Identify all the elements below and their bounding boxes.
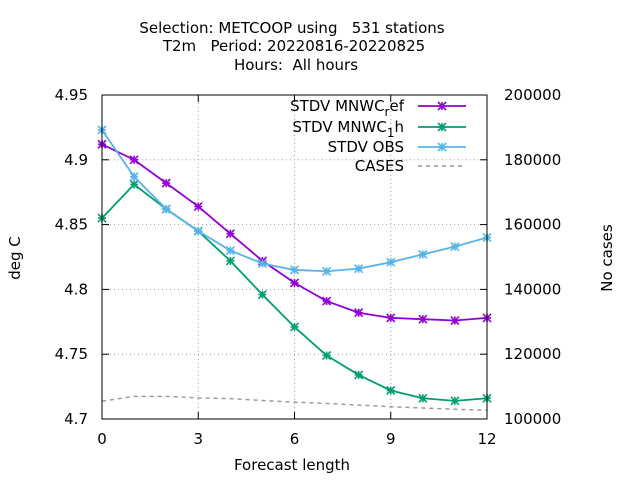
legend-label: STDV MNWCref <box>290 97 405 119</box>
data-point <box>289 265 300 275</box>
series-line <box>101 395 488 412</box>
y-axis-label: deg C <box>6 236 24 280</box>
y-tick-label: 4.7 <box>64 410 88 428</box>
data-point <box>225 245 235 256</box>
data-point <box>418 249 428 259</box>
y2-tick-label: 180000 <box>504 151 561 169</box>
data-point <box>386 257 396 267</box>
data-point <box>289 322 300 332</box>
legend-marker <box>437 122 447 132</box>
y2-tick-label: 120000 <box>504 345 561 363</box>
y2-axis-label: No cases <box>598 224 616 292</box>
y2-tick-label: 100000 <box>504 410 561 428</box>
data-point <box>322 266 332 276</box>
data-point <box>322 350 332 361</box>
data-point <box>386 385 396 396</box>
y-tick-label: 4.75 <box>55 345 88 363</box>
data-point <box>418 314 428 324</box>
legend-marker <box>437 101 447 111</box>
data-point <box>257 258 267 269</box>
data-point <box>129 155 139 165</box>
chart-title-line-3: Hours: All hours <box>234 56 358 74</box>
y2-tick-label: 140000 <box>504 280 561 298</box>
x-tick-label: 3 <box>193 430 203 448</box>
y2-tick-label: 200000 <box>504 86 561 104</box>
x-tick-label: 12 <box>477 430 496 448</box>
data-point <box>418 393 428 403</box>
plot-frame <box>101 94 488 420</box>
chart-title-line-2: T2m Period: 20220816-20220825 <box>162 37 425 55</box>
data-point <box>225 229 235 239</box>
x-tick-label: 0 <box>97 430 107 448</box>
x-tick-label: 6 <box>290 430 300 448</box>
data-point <box>161 178 171 188</box>
data-point <box>225 256 235 266</box>
legend-label: STDV OBS <box>328 138 404 156</box>
series-layer <box>97 125 492 412</box>
y-tick-label: 4.85 <box>55 216 88 234</box>
data-point <box>450 242 460 252</box>
data-point <box>386 313 396 323</box>
y2-tick-label: 160000 <box>504 216 561 234</box>
axis-ticks: 4.7 4.75 4.8 4.85 4.9 4.95 100000 120000 140000 1… <box>55 86 562 448</box>
series-3 <box>101 395 488 412</box>
y-tick-label: 4.8 <box>64 280 88 298</box>
y-tick-label: 4.95 <box>55 86 88 104</box>
chart-title-line-1: Selection: METCOOP using 531 stations <box>139 19 444 37</box>
data-point <box>161 204 171 214</box>
data-point <box>193 226 203 236</box>
data-point <box>354 264 364 274</box>
data-point <box>354 308 364 318</box>
x-axis-label: Forecast length <box>234 456 350 474</box>
x-tick-label: 9 <box>386 430 396 448</box>
data-point <box>193 201 203 212</box>
data-point <box>354 370 364 380</box>
y-tick-label: 4.9 <box>64 151 88 169</box>
legend-label: STDV MNWC1h <box>292 118 404 140</box>
grid-lines <box>102 95 487 419</box>
data-point <box>129 172 139 182</box>
data-point <box>289 278 300 288</box>
data-point <box>322 296 332 306</box>
data-point <box>450 396 460 406</box>
legend-label: CASES <box>355 157 404 175</box>
data-point <box>257 290 267 300</box>
data-point <box>450 315 460 326</box>
data-point <box>129 179 139 189</box>
legend-marker <box>437 142 447 152</box>
